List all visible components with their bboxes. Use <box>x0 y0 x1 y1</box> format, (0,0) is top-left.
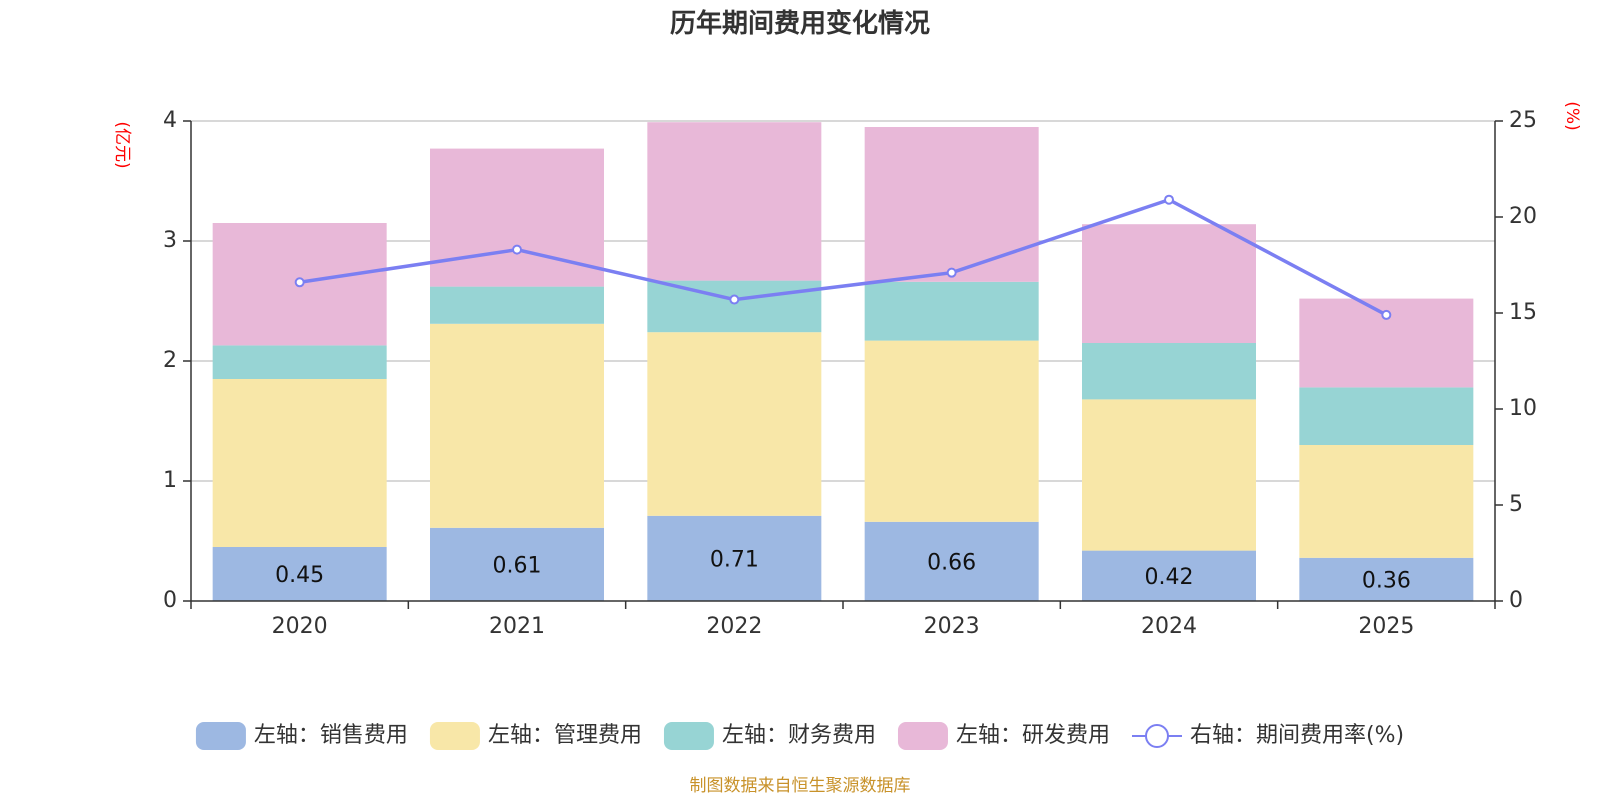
bar-data-label: 0.36 <box>1362 568 1411 593</box>
legend-swatch <box>663 722 714 750</box>
left-axis-tick-label: 3 <box>163 228 177 253</box>
x-axis-tick-label: 2024 <box>1141 614 1197 639</box>
bar-s2-2025 <box>1299 387 1474 445</box>
chart-title: 历年期间费用变化情况 <box>670 8 930 39</box>
left-axis-tick-label: 2 <box>163 348 177 373</box>
legend-label: 左轴：管理费用 <box>488 723 642 748</box>
legend-label: 左轴：财务费用 <box>722 723 876 748</box>
bar-data-label: 0.71 <box>710 547 759 572</box>
bar-s1-2021 <box>430 323 604 528</box>
bar-s2-2023 <box>864 281 1039 341</box>
rate-point <box>512 244 522 255</box>
source-note: 制图数据来自恒生聚源数据库 <box>690 776 911 796</box>
bar-s2-2020 <box>212 345 387 379</box>
bar-data-label: 0.45 <box>275 563 324 588</box>
bar-s0-2021 <box>430 527 604 601</box>
bar-s2-2021 <box>430 286 604 324</box>
rate-point <box>729 294 740 305</box>
bar-s0-2022 <box>647 515 822 601</box>
bar-s3-2024 <box>1082 224 1256 343</box>
bar-s1-2023 <box>864 340 1039 522</box>
bar-s0-2025 <box>1299 557 1474 601</box>
right-axis-tick-label: 10 <box>1509 396 1537 421</box>
x-axis-tick-label: 2025 <box>1358 614 1414 639</box>
x-axis-tick-label: 2023 <box>924 614 980 639</box>
right-axis-tick-label: 25 <box>1509 108 1537 133</box>
left-axis-unit: (亿元) <box>112 121 132 168</box>
bar-series <box>212 122 1474 601</box>
bar-s1-2022 <box>647 332 822 516</box>
bar-s3-2022 <box>647 122 822 281</box>
legend: 左轴：销售费用 左轴：管理费用 左轴：财务费用 左轴：研发费用 右轴：期间费用率(%) <box>195 722 1404 750</box>
bar-s2-2024 <box>1082 343 1256 400</box>
legend-label: 左轴：研发费用 <box>956 723 1110 748</box>
left-axis-tick-label: 1 <box>163 468 177 493</box>
right-axis-tick-label: 0 <box>1509 588 1523 613</box>
legend-swatch <box>429 722 480 750</box>
bar-s2-2022 <box>647 280 822 333</box>
rate-line <box>299 197 1388 317</box>
bar-s0-2024 <box>1082 550 1256 601</box>
x-axis-tick-label: 2021 <box>489 614 545 639</box>
bar-s1-2024 <box>1082 399 1256 551</box>
right-axis-tick-label: 5 <box>1509 492 1523 517</box>
x-axis-tick-label: 2022 <box>706 614 762 639</box>
left-axis-tick-label: 0 <box>163 588 177 613</box>
rate-point <box>1381 309 1392 320</box>
bar-s1-2020 <box>212 379 387 547</box>
legend-label: 左轴：销售费用 <box>254 723 408 748</box>
bar-labels: 0.45 0.61 0.71 0.66 0.42 0.36 <box>275 547 1411 593</box>
legend-swatch-marker <box>1144 724 1169 748</box>
line-series <box>294 194 1392 320</box>
bar-s3-2021 <box>430 148 604 287</box>
bar-data-label: 0.66 <box>927 550 976 575</box>
rate-point <box>946 267 957 278</box>
bar-s1-2025 <box>1299 445 1474 558</box>
legend-swatch <box>195 722 246 750</box>
x-axis-tick-label: 2020 <box>272 614 328 639</box>
right-axis-tick-label: 20 <box>1509 204 1537 229</box>
left-axis-tick-label: 4 <box>163 108 177 133</box>
bar-s0-2023 <box>864 521 1039 601</box>
bar-data-label: 0.42 <box>1145 565 1194 590</box>
grid-lines <box>191 120 1495 482</box>
rate-point <box>294 277 305 288</box>
bar-s0-2020 <box>212 547 387 601</box>
right-axis-tick-label: 15 <box>1509 300 1537 325</box>
legend-swatch <box>897 722 948 750</box>
bar-data-label: 0.61 <box>493 553 542 578</box>
legend-label: 右轴：期间费用率(%) <box>1190 723 1404 748</box>
right-axis-unit: (%) <box>1562 101 1582 130</box>
rate-point <box>1164 194 1174 205</box>
bar-s3-2023 <box>864 127 1039 282</box>
